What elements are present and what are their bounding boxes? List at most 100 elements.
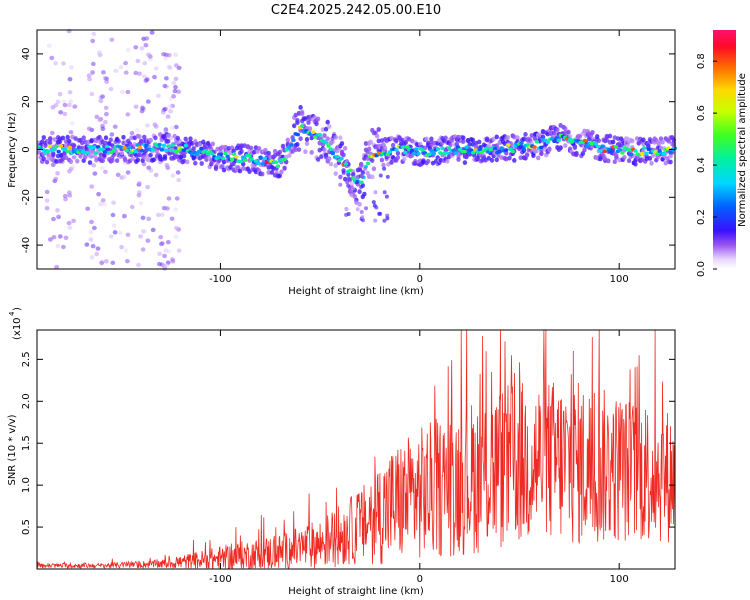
spectrogram-ridge-blob	[633, 149, 638, 153]
spectrogram-halo-blob	[548, 130, 554, 135]
spectrogram-halo-blob	[166, 133, 171, 139]
spectrogram-halo-blob	[646, 143, 651, 149]
spectrogram-noise-blob	[94, 251, 100, 257]
spectrogram-noise-blob	[162, 106, 168, 112]
spectrogram-noise-blob	[165, 240, 171, 245]
spectrogram-ridge-blob	[403, 150, 408, 155]
spectrogram-ridge-blob	[199, 146, 204, 151]
spectrogram-noise-blob	[88, 237, 94, 242]
spectrogram-ridge-blob	[144, 143, 149, 147]
spectrogram-halo-blob	[394, 138, 399, 143]
spectrogram-halo-blob	[333, 163, 338, 169]
spectrogram-halo-blob	[563, 126, 568, 131]
spectrogram-ridge-blob	[324, 141, 329, 145]
spectrogram-spray-blob	[359, 185, 364, 189]
spectrogram-ridge-blob	[111, 148, 116, 153]
spectrogram-noise-blob	[139, 46, 145, 51]
spectrogram-noise-blob	[92, 225, 97, 231]
spectrogram-ridge-blob	[477, 147, 482, 152]
spectrogram-noise-blob	[72, 104, 78, 109]
spectrogram-ridge-blob	[262, 156, 268, 161]
spectrogram-halo-blob	[577, 134, 582, 139]
spectrogram-halo-blob	[660, 139, 665, 145]
spectrogram-halo-blob	[395, 155, 401, 161]
spectrogram-halo-blob	[382, 145, 388, 151]
spectrogram-halo-blob	[615, 136, 621, 142]
spectrogram-halo-blob	[381, 162, 386, 168]
spectrogram-ridge-blob	[642, 146, 647, 150]
spectrogram-noise-blob	[172, 88, 178, 94]
spectrogram-halo-blob	[555, 127, 560, 133]
spectrogram-noise-blob	[166, 249, 172, 254]
spectrogram-halo-blob	[590, 130, 595, 135]
spectrogram-noise-blob	[149, 30, 155, 35]
snr-multiplier-exp: 4	[8, 311, 16, 316]
spectrogram-noise-blob	[145, 184, 151, 190]
spectrogram-noise-blob	[62, 193, 68, 199]
spectrogram-halo-blob	[376, 138, 381, 144]
spectrogram-noise-blob	[108, 86, 114, 92]
spectrogram-halo-blob	[266, 150, 271, 156]
spectrogram-ridge-blob	[181, 148, 186, 153]
spectrogram-noise-blob	[119, 245, 124, 250]
spectrogram-spray-blob	[364, 206, 368, 211]
spectrogram-noise-blob	[135, 58, 141, 64]
spectrogram-halo-blob	[338, 135, 343, 141]
spectrogram-halo-blob	[352, 194, 357, 199]
spectrogram-ridge-blob	[229, 157, 235, 162]
spectrogram-ridge-blob	[300, 124, 305, 128]
spectrogram-ridge-blob	[618, 148, 623, 152]
spectrogram-noise-blob	[68, 130, 74, 135]
spectrogram-ridge-blob	[414, 147, 419, 151]
spectrogram-noise-blob	[125, 259, 130, 264]
spectrogram-noise-blob	[123, 248, 129, 253]
spectrogram-noise-blob	[144, 77, 150, 82]
spectrogram-halo-blob	[142, 134, 147, 140]
spectrogram-y-ticks: -40 -20 0 20 40	[21, 48, 675, 253]
spectrogram-noise-blob	[164, 76, 169, 81]
spectrogram-halo-blob	[282, 165, 287, 171]
spectrogram-halo-blob	[116, 138, 121, 144]
spectrogram-halo-blob	[445, 158, 450, 164]
spectrogram-ridge-blob	[65, 149, 70, 154]
spectrogram-noise-blob	[146, 52, 151, 57]
y-tick-label: -20	[21, 189, 32, 205]
spectrogram-halo-blob	[285, 137, 290, 143]
spectrogram-noise-blob	[150, 227, 156, 233]
spectrogram-noise-blob	[88, 230, 94, 235]
spectrogram-noise-blob	[100, 198, 106, 203]
spectrogram-halo-blob	[346, 172, 351, 177]
spectrogram-ridge-blob	[451, 148, 456, 153]
spectrogram-ridge-blob	[506, 143, 511, 147]
colorbar-tick-label: 0.4	[696, 157, 707, 173]
spectrogram-noise-blob	[99, 260, 105, 266]
spectrogram-spray-blob	[384, 194, 389, 199]
spectrogram-noise-blob	[142, 61, 148, 66]
spectrogram-noise-blob	[165, 206, 170, 211]
spectrogram-halo-blob	[247, 169, 252, 175]
spectrogram-noise-blob	[160, 241, 165, 246]
spectrogram-noise-blob	[159, 212, 165, 217]
snr-y-label: SNR (10 * v/v)	[7, 414, 18, 485]
spectrogram-noise-blob	[48, 237, 53, 242]
spectrogram-halo-blob	[574, 152, 579, 158]
spectrogram-halo-blob	[137, 134, 142, 140]
spectrogram-ridge-blob	[435, 147, 441, 151]
spectrogram-halo-blob	[622, 155, 627, 160]
spectrogram-halo-blob	[41, 156, 46, 162]
spectrogram-halo-blob	[322, 147, 327, 153]
spectrogram-noise-blob	[108, 234, 114, 239]
spectrogram-halo-blob	[558, 145, 563, 151]
spectrogram-halo-blob	[485, 136, 490, 142]
spectrogram-halo-blob	[333, 134, 338, 140]
spectrogram-ridge-blob	[497, 149, 502, 154]
spectrogram-ridge-blob	[661, 151, 667, 156]
spectrogram-noise-blob	[173, 234, 179, 239]
spectrogram-noise-blob	[67, 90, 73, 95]
spectrogram-halo-blob	[103, 135, 109, 141]
spectrogram-ridge-blob	[613, 144, 618, 149]
spectrogram-halo-blob	[298, 136, 303, 142]
spectrogram-noise-blob	[67, 169, 72, 174]
spectrogram-ridge-blob	[468, 148, 474, 152]
spectrogram-halo-blob	[634, 136, 640, 142]
